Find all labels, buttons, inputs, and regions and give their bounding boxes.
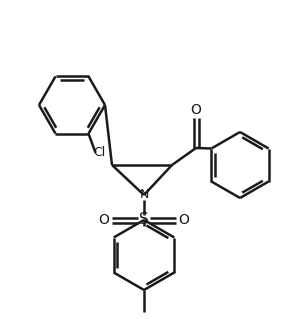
Text: N: N (139, 189, 149, 202)
Text: O: O (179, 213, 190, 227)
Text: S: S (139, 212, 149, 227)
Text: O: O (191, 103, 201, 117)
Text: Cl: Cl (93, 146, 106, 159)
Text: O: O (98, 213, 109, 227)
